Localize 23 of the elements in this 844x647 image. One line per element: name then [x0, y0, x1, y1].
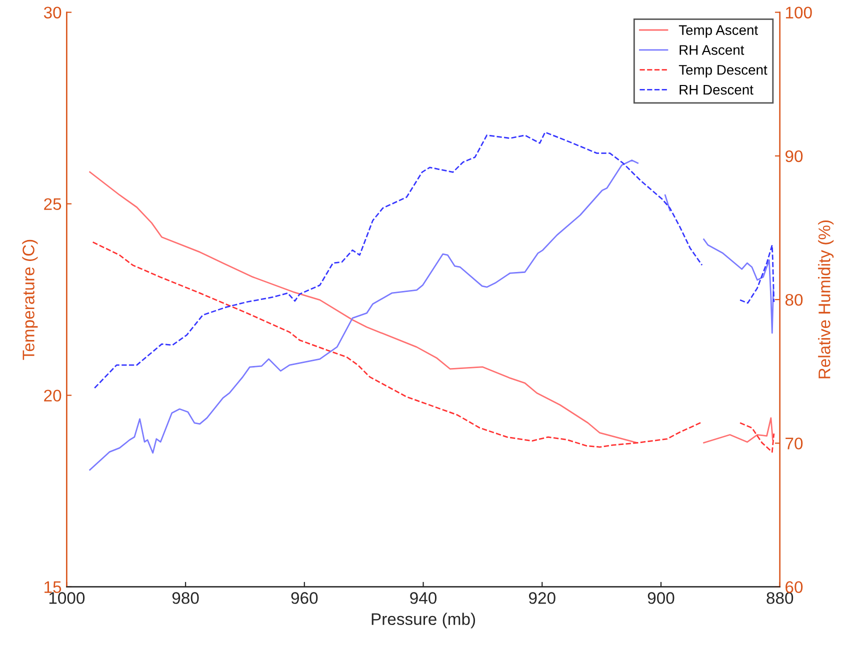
x-tick-label: 920: [529, 592, 556, 604]
x-tick-label: 940: [410, 592, 437, 604]
legend-label: RH Ascent: [680, 45, 744, 55]
legend-label: Temp Descent: [678, 65, 768, 78]
x-axis-title: Pressure (mb): [372, 612, 476, 628]
y2-tick-label: 80: [785, 294, 803, 306]
y2-tick-label: 90: [786, 150, 803, 162]
x-tick-label: 900: [648, 592, 674, 604]
y2-axis-title: Relative Humidity (%): [818, 220, 834, 378]
x-tick-label: 980: [172, 592, 199, 604]
x-tick-label: 1000: [49, 592, 85, 604]
y2-tick-label: 100: [786, 6, 812, 18]
y-tick-label: 15: [44, 581, 62, 594]
y-tick-label: 20: [44, 390, 62, 402]
y2-tick-label: 70: [786, 438, 803, 450]
y-axis-title: Temperature (C): [22, 240, 38, 360]
x-tick-label: 880: [766, 592, 794, 604]
y-tick-label: 30: [44, 6, 62, 18]
y2-tick-label: 60: [786, 581, 803, 594]
y-tick-label: 25: [44, 198, 62, 210]
x-tick-label: 960: [291, 592, 318, 604]
legend-label: RH Descent: [680, 84, 754, 95]
legend-label: Temp Ascent: [678, 25, 758, 38]
